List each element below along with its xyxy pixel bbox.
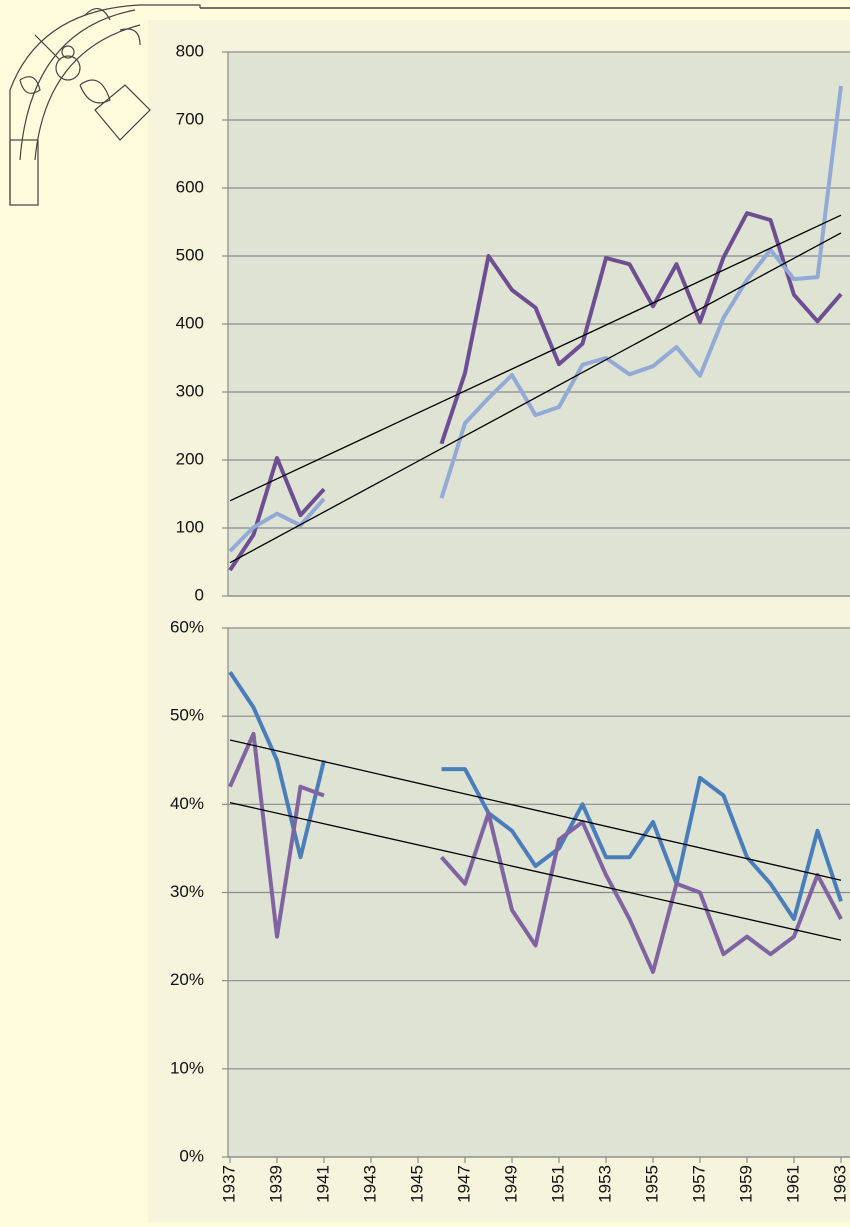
- y-tick-label: 60%: [170, 617, 204, 636]
- y-tick-label: 800: [176, 41, 204, 60]
- y-tick-label: 600: [176, 177, 204, 196]
- y-tick-label: 700: [176, 109, 204, 128]
- x-tick-label: 1963: [830, 1165, 849, 1203]
- x-tick-label: 1953: [595, 1165, 614, 1203]
- x-tick-label: 1957: [689, 1165, 708, 1203]
- y-tick-label: 200: [176, 449, 204, 468]
- y-tick-label: 30%: [170, 882, 204, 901]
- x-tick-label: 1959: [736, 1165, 755, 1203]
- y-tick-label: 500: [176, 245, 204, 264]
- x-tick-label: 1951: [548, 1165, 567, 1203]
- y-tick-label: 40%: [170, 794, 204, 813]
- x-tick-label: 1937: [219, 1165, 238, 1203]
- x-tick-label: 1945: [407, 1165, 426, 1203]
- x-tick-label: 1961: [783, 1165, 802, 1203]
- x-tick-label: 1939: [266, 1165, 285, 1203]
- y-tick-label: 0: [195, 585, 204, 604]
- x-tick-label: 1949: [501, 1165, 520, 1203]
- y-tick-label: 20%: [170, 970, 204, 989]
- x-tick-label: 1947: [454, 1165, 473, 1203]
- y-tick-label: 10%: [170, 1058, 204, 1077]
- y-tick-label: 50%: [170, 706, 204, 725]
- x-tick-label: 1955: [642, 1165, 661, 1203]
- page: {"chart_data": [ {"type": "line", "x": […: [0, 0, 850, 1222]
- x-tick-label: 1943: [360, 1165, 379, 1203]
- y-tick-label: 100: [176, 517, 204, 536]
- y-tick-label: 0%: [179, 1146, 204, 1165]
- x-tick-label: 1941: [313, 1165, 332, 1203]
- y-tick-label: 300: [176, 381, 204, 400]
- y-tick-label: 400: [176, 313, 204, 332]
- chart: 0 100 200 300 400 500 600 700 800 0% 10% 20% 30% 40% 5…: [0, 0, 850, 1222]
